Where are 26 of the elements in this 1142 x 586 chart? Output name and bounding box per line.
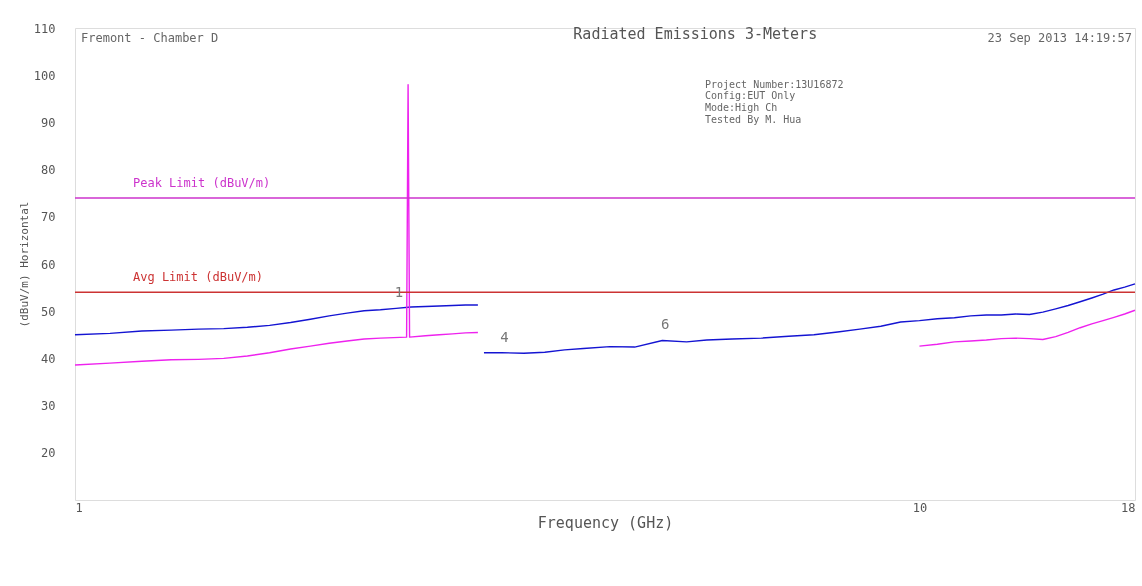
annotation: 23 Sep 2013 14:19:57 bbox=[987, 31, 1132, 45]
annotation: Mode:High Ch bbox=[705, 102, 778, 113]
annotation: Fremont - Chamber D bbox=[81, 31, 219, 45]
y-tick-label: 50 bbox=[41, 304, 56, 319]
y-tick-label: 100 bbox=[33, 68, 56, 83]
annotation: Config:EUT Only bbox=[705, 90, 796, 101]
annotation: Tested By M. Hua bbox=[705, 114, 802, 125]
y-tick-label: 90 bbox=[41, 115, 56, 130]
x-axis-title: Frequency (GHz) bbox=[537, 513, 674, 532]
chart-title: Radiated Emissions 3-Meters bbox=[573, 25, 818, 43]
y-tick-label: 60 bbox=[41, 257, 56, 272]
x-tick-label: 18 bbox=[1121, 500, 1136, 515]
annotation: 6 bbox=[661, 316, 670, 333]
y-tick-label: 20 bbox=[41, 446, 56, 461]
x-tick-label: 1 bbox=[75, 500, 83, 515]
y-axis-title: (dBuV/m) Horizontal bbox=[17, 201, 31, 328]
x-tick-label: 10 bbox=[912, 500, 928, 515]
y-tick-label: 70 bbox=[41, 210, 56, 225]
y-tick-label: 30 bbox=[41, 399, 56, 414]
y-tick-label: 40 bbox=[41, 351, 56, 366]
annotation: 4 bbox=[500, 328, 509, 345]
y-tick-label: 110 bbox=[33, 21, 56, 36]
annotation: Project Number:13U16872 bbox=[705, 79, 844, 90]
ref-line-label: Peak Limit (dBuV/m) bbox=[133, 175, 271, 190]
y-tick-label: 80 bbox=[41, 163, 56, 178]
ref-line-label: Avg Limit (dBuV/m) bbox=[133, 270, 264, 285]
